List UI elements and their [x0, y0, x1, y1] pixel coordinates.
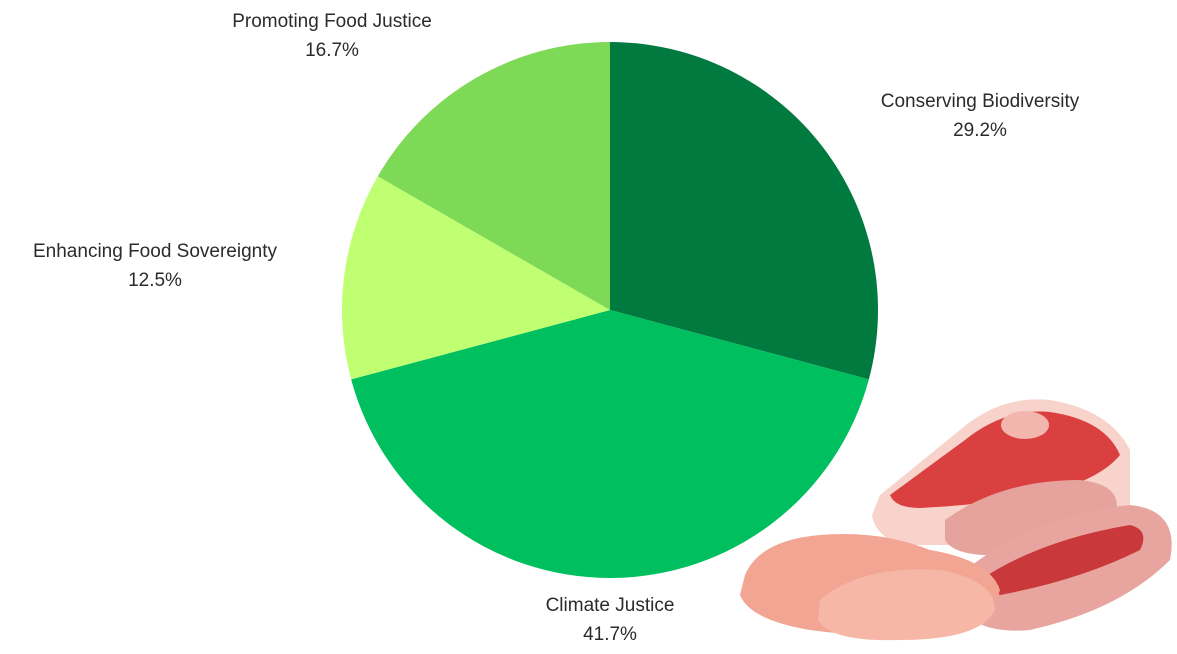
slice-label: Enhancing Food Sovereignty	[33, 241, 277, 262]
steak-bone	[1001, 411, 1049, 439]
slice-value-label: 12.5%	[128, 270, 182, 291]
slice-label: Promoting Food Justice	[232, 11, 432, 32]
slice-value-label: 41.7%	[583, 624, 637, 645]
pie	[342, 42, 878, 578]
slice-value-label: 16.7%	[305, 40, 359, 61]
slice-label: Climate Justice	[546, 595, 675, 616]
chart: Conserving Biodiversity 29.2% Climate Just…	[0, 0, 1177, 649]
slice-label: Conserving Biodiversity	[881, 91, 1080, 112]
slice-value-label: 29.2%	[953, 120, 1007, 141]
